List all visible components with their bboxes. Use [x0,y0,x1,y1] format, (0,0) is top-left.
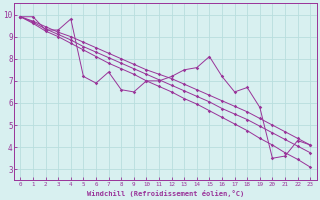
X-axis label: Windchill (Refroidissement éolien,°C): Windchill (Refroidissement éolien,°C) [87,190,244,197]
